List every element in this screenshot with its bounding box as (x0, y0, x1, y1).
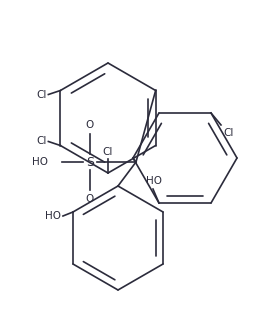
Text: O: O (86, 194, 94, 204)
Text: HO: HO (32, 157, 48, 167)
Text: Cl: Cl (36, 90, 46, 100)
Text: S: S (86, 156, 94, 168)
Text: Cl: Cl (36, 136, 46, 146)
Text: HO: HO (146, 176, 162, 186)
Text: Cl: Cl (103, 147, 113, 157)
Text: O: O (86, 120, 94, 130)
Text: Cl: Cl (223, 128, 233, 138)
Text: HO: HO (45, 211, 61, 221)
